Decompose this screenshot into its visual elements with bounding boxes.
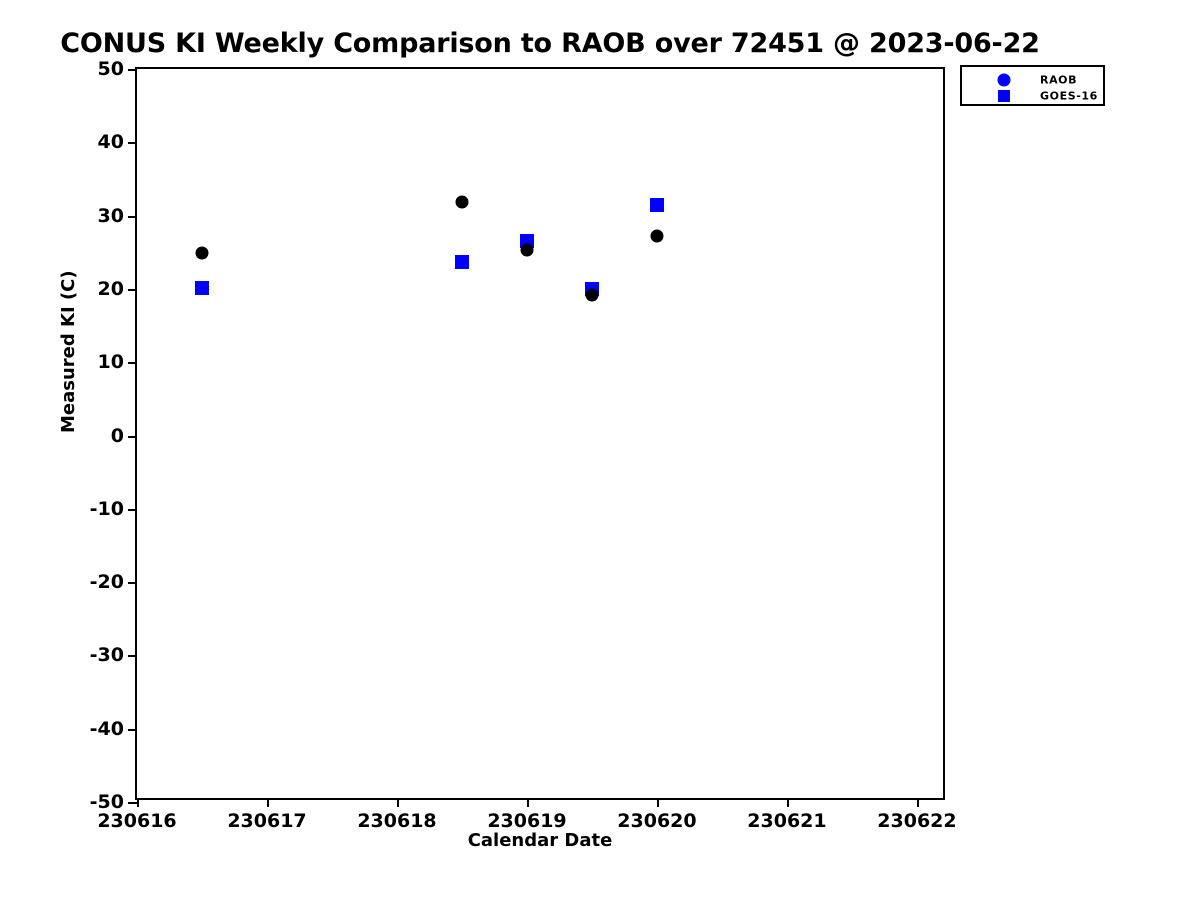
y-axis-tick <box>128 728 137 731</box>
x-axis-tick-label: 230619 <box>487 810 567 832</box>
data-point-raob <box>195 246 209 260</box>
y-axis-tick-label: -50 <box>89 791 124 813</box>
x-axis-tick <box>916 798 919 807</box>
y-axis-tick <box>128 288 137 291</box>
legend-item-goes-16: GOES-16 <box>962 87 1103 105</box>
y-axis-tick-label: 40 <box>97 131 124 154</box>
legend-item-raob: RAOB <box>962 71 1103 89</box>
x-axis-tick-label: 230620 <box>617 810 697 832</box>
x-axis-tick-label: 230621 <box>747 810 827 832</box>
y-axis-tick-label: 10 <box>97 351 124 374</box>
y-axis-tick <box>128 802 137 804</box>
data-point-raob <box>520 243 534 257</box>
x-axis-tick-label: 230618 <box>357 810 437 832</box>
y-axis-tick-label: 30 <box>97 204 124 227</box>
y-axis-tick <box>128 508 137 511</box>
x-axis-tick <box>656 798 659 807</box>
x-axis-tick <box>266 798 269 807</box>
y-axis-tick <box>128 69 137 71</box>
y-axis-tick <box>128 215 137 218</box>
y-axis-tick-label: -20 <box>89 571 124 594</box>
data-point-goes-16 <box>194 281 209 296</box>
x-axis-tick-label: 230616 <box>97 810 177 832</box>
chart-title: CONUS KI Weekly Comparison to RAOB over … <box>60 28 1040 59</box>
chart-legend: RAOB GOES-16 <box>960 65 1105 106</box>
x-axis-tick <box>396 798 399 807</box>
x-axis-tick <box>526 798 529 807</box>
legend-circle-icon <box>997 73 1011 87</box>
data-point-goes-16 <box>454 254 469 269</box>
plot-area: 50 40 30 20 10 0 -10 -20 -30 -40 -50 230616 230617 23… <box>90 58 957 832</box>
y-axis-tick <box>128 435 137 438</box>
y-axis-label: Measured KI (C) <box>58 270 79 433</box>
x-axis-tick <box>137 798 139 807</box>
y-axis-tick-label: -30 <box>89 644 124 667</box>
data-point-raob <box>585 288 599 302</box>
y-axis-tick-label: 20 <box>97 277 124 300</box>
data-point-raob <box>455 195 469 209</box>
y-axis-tick-label: 0 <box>110 424 124 447</box>
data-point-goes-16 <box>649 198 664 213</box>
y-axis-tick-label: 50 <box>97 58 124 80</box>
y-axis-tick-label: -40 <box>89 717 124 740</box>
x-axis-tick <box>786 798 789 807</box>
legend-label: RAOB <box>1040 73 1078 87</box>
data-point-raob <box>650 229 664 243</box>
legend-label: GOES-16 <box>1040 89 1098 103</box>
x-axis-tick-label: 230622 <box>877 810 957 832</box>
x-axis-tick-label: 230617 <box>227 810 307 832</box>
legend-square-icon <box>998 90 1010 102</box>
y-axis-tick <box>128 582 137 585</box>
y-axis-tick <box>128 362 137 365</box>
y-axis-tick <box>128 142 137 145</box>
x-axis-label: Calendar Date <box>467 830 613 851</box>
y-axis-tick-label: -10 <box>89 497 124 520</box>
y-axis-tick <box>128 655 137 658</box>
